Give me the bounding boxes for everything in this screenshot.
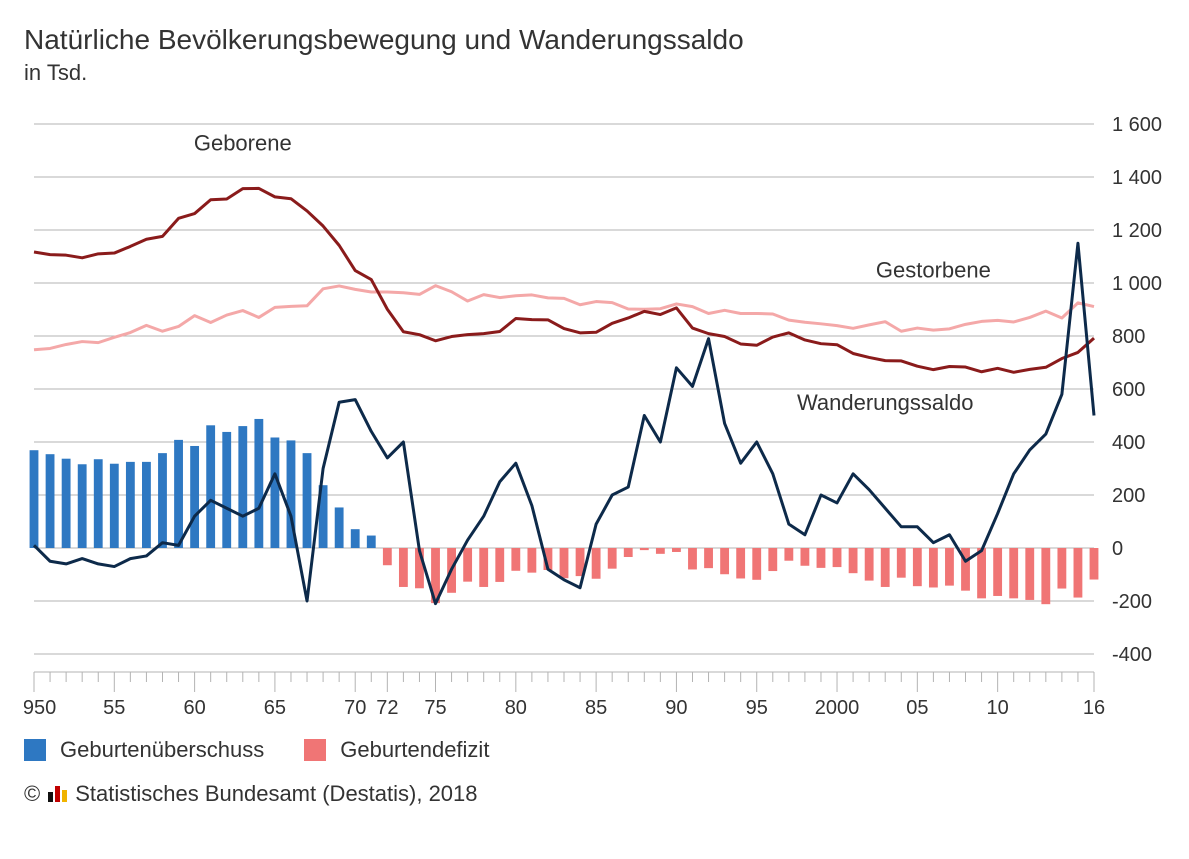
- credit-line: © Statistisches Bundesamt (Destatis), 20…: [24, 781, 1165, 807]
- chart-title: Natürliche Bevölkerungsbewegung und Wand…: [24, 24, 1165, 56]
- legend-label-deficit: Geburtendefizit: [340, 737, 489, 763]
- copyright-symbol: ©: [24, 781, 40, 807]
- legend-label-surplus: Geburtenüberschuss: [60, 737, 264, 763]
- svg-text:65: 65: [264, 697, 286, 714]
- svg-text:Gestorbene: Gestorbene: [876, 258, 991, 283]
- chart-plot-area: -400 -200 0 200 400 600 800 1 000 1 200 1 400 1 60…: [24, 104, 1165, 719]
- svg-text:0: 0: [1112, 538, 1123, 560]
- svg-text:85: 85: [585, 697, 607, 714]
- svg-text:90: 90: [665, 697, 687, 714]
- svg-text:Geborene: Geborene: [194, 131, 292, 156]
- legend-swatch-surplus: [24, 739, 46, 761]
- svg-text:1 000: 1 000: [1112, 273, 1162, 295]
- svg-text:1 600: 1 600: [1112, 114, 1162, 136]
- svg-text:05: 05: [906, 697, 928, 714]
- svg-text:600: 600: [1112, 379, 1145, 401]
- svg-text:95: 95: [746, 697, 768, 714]
- chart-subtitle: in Tsd.: [24, 60, 1165, 86]
- legend-item-surplus: Geburtenüberschuss: [24, 737, 264, 763]
- destatis-logo-icon: [48, 786, 67, 802]
- svg-text:Wanderungssaldo: Wanderungssaldo: [797, 390, 974, 415]
- svg-text:60: 60: [183, 697, 205, 714]
- svg-text:200: 200: [1112, 485, 1145, 507]
- svg-text:-400: -400: [1112, 644, 1152, 666]
- chart-svg: -400 -200 0 200 400 600 800 1 000 1 200 1 400 1 60…: [24, 104, 1165, 714]
- svg-text:70: 70: [344, 697, 366, 714]
- svg-text:1950: 1950: [24, 697, 56, 714]
- svg-text:75: 75: [424, 697, 446, 714]
- svg-text:1 400: 1 400: [1112, 167, 1162, 189]
- svg-text:55: 55: [103, 697, 125, 714]
- credit-text: Statistisches Bundesamt (Destatis), 2018: [75, 781, 477, 807]
- svg-text:800: 800: [1112, 326, 1145, 348]
- svg-text:80: 80: [505, 697, 527, 714]
- svg-text:72: 72: [376, 697, 398, 714]
- svg-text:400: 400: [1112, 432, 1145, 454]
- svg-text:1 200: 1 200: [1112, 220, 1162, 242]
- svg-text:2000: 2000: [815, 697, 860, 714]
- svg-text:16: 16: [1083, 697, 1105, 714]
- legend-swatch-deficit: [304, 739, 326, 761]
- svg-text:10: 10: [987, 697, 1009, 714]
- chart-container: Natürliche Bevölkerungsbewegung und Wand…: [0, 0, 1189, 859]
- legend: Geburtenüberschuss Geburtendefizit: [24, 737, 1165, 763]
- legend-item-deficit: Geburtendefizit: [304, 737, 489, 763]
- svg-text:-200: -200: [1112, 591, 1152, 613]
